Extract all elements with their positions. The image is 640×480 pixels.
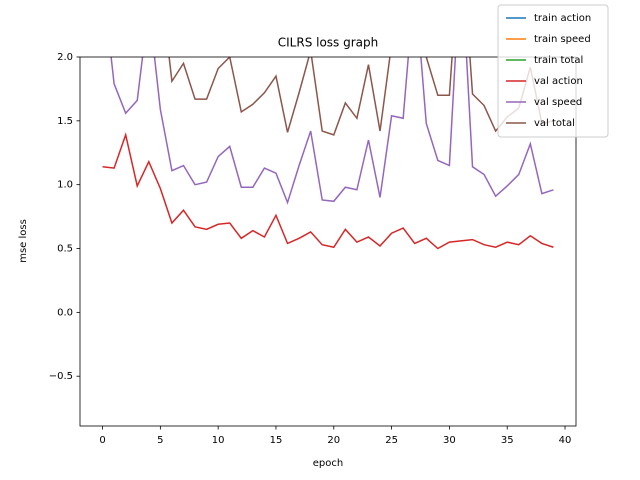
- legend-label: val speed: [534, 97, 582, 108]
- y-axis-label: mse loss: [18, 219, 29, 263]
- x-axis-label: epoch: [313, 458, 343, 469]
- series-line: [102, 132, 554, 250]
- x-tick-label: 0: [99, 435, 105, 446]
- legend-label: val total: [534, 118, 575, 129]
- x-tick-label: 5: [157, 435, 163, 446]
- plot-lines: [102, 57, 554, 250]
- plot-frame: [79, 56, 577, 427]
- x-tick-label: 15: [270, 435, 283, 446]
- legend-label: train action: [534, 13, 591, 24]
- x-tick-label: 10: [212, 435, 225, 446]
- x-tick-label: 30: [443, 435, 456, 446]
- x-tick-label: 35: [501, 435, 514, 446]
- y-tick-label: 2.0: [57, 52, 73, 63]
- legend-label: val action: [534, 76, 583, 87]
- y-tick-label: 1.5: [57, 116, 73, 127]
- y-tick-label: 1.0: [57, 180, 73, 191]
- series-line: [168, 57, 554, 136]
- legend-box: [497, 4, 609, 138]
- y-tick-label: −0.5: [49, 371, 73, 382]
- legend-label: train total: [534, 55, 583, 66]
- x-tick-label: 25: [385, 435, 398, 446]
- x-tick-label: 20: [327, 435, 340, 446]
- y-tick-label: 0.0: [57, 307, 73, 318]
- x-tick-label: 40: [559, 435, 572, 446]
- series-line: [110, 57, 554, 205]
- legend-label: train speed: [534, 34, 591, 45]
- chart-title: CILRS loss graph: [278, 36, 379, 50]
- y-tick-label: 0.5: [57, 244, 73, 255]
